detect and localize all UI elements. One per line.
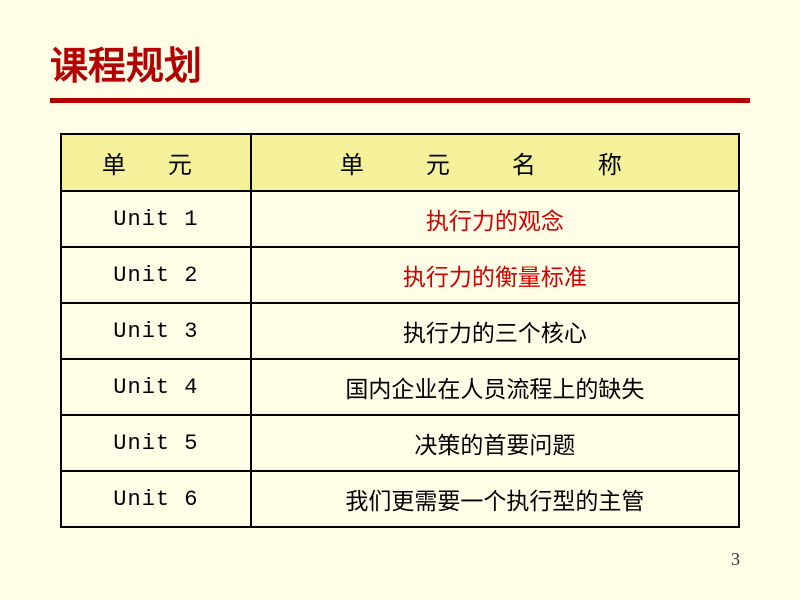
header-unit: 单 元 xyxy=(61,134,251,191)
unit-cell: Unit 5 xyxy=(61,415,251,471)
unit-cell: Unit 4 xyxy=(61,359,251,415)
table-row: Unit 5 决策的首要问题 xyxy=(61,415,739,471)
table-row: Unit 4 国内企业在人员流程上的缺失 xyxy=(61,359,739,415)
unit-cell: Unit 1 xyxy=(61,191,251,247)
name-cell: 国内企业在人员流程上的缺失 xyxy=(251,359,739,415)
course-table: 单 元 单 元 名 称 Unit 1 执行力的观念 Unit 2 执行力的衡量标… xyxy=(60,133,740,528)
unit-cell: Unit 3 xyxy=(61,303,251,359)
name-cell: 决策的首要问题 xyxy=(251,415,739,471)
name-cell: 执行力的观念 xyxy=(251,191,739,247)
table-row: Unit 3 执行力的三个核心 xyxy=(61,303,739,359)
table-body: Unit 1 执行力的观念 Unit 2 执行力的衡量标准 Unit 3 执行力… xyxy=(61,191,739,527)
header-name: 单 元 名 称 xyxy=(251,134,739,191)
name-cell: 执行力的衡量标准 xyxy=(251,247,739,303)
table-header-row: 单 元 单 元 名 称 xyxy=(61,134,739,191)
unit-cell: Unit 6 xyxy=(61,471,251,527)
page-number: 3 xyxy=(731,549,740,570)
title-underline xyxy=(50,98,750,103)
unit-cell: Unit 2 xyxy=(61,247,251,303)
table-row: Unit 1 执行力的观念 xyxy=(61,191,739,247)
slide-container: 课程规划 单 元 单 元 名 称 Unit 1 执行力的观念 Unit 2 执行… xyxy=(0,0,800,600)
slide-title: 课程规划 xyxy=(50,35,750,90)
name-cell: 执行力的三个核心 xyxy=(251,303,739,359)
table-row: Unit 2 执行力的衡量标准 xyxy=(61,247,739,303)
name-cell: 我们更需要一个执行型的主管 xyxy=(251,471,739,527)
table-row: Unit 6 我们更需要一个执行型的主管 xyxy=(61,471,739,527)
